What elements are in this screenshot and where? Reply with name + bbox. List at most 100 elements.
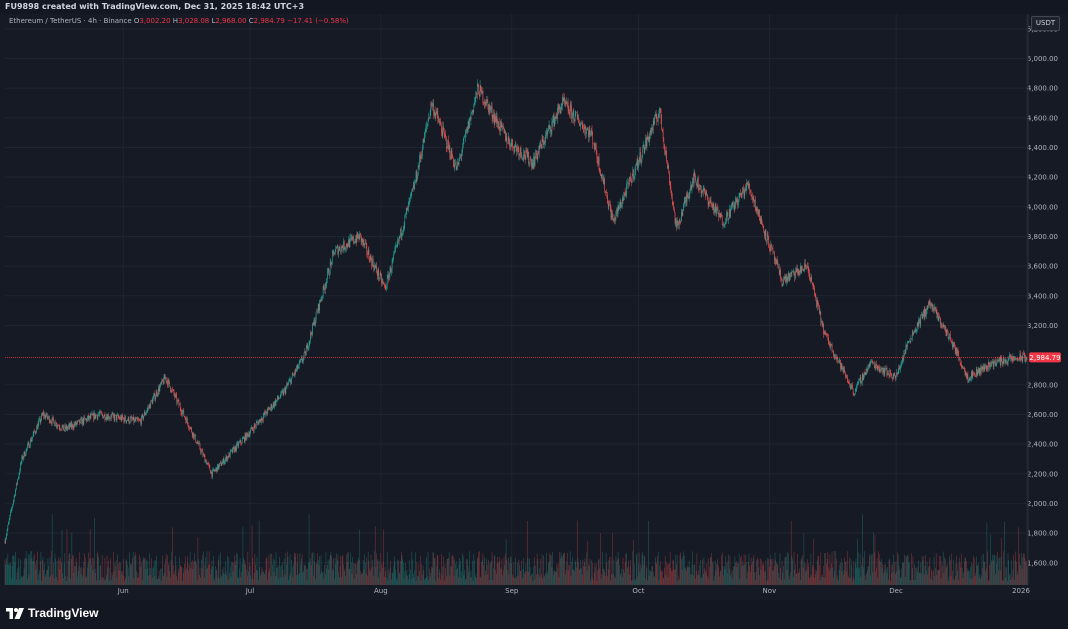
volume-bar xyxy=(850,577,851,585)
volume-bar xyxy=(1021,568,1023,585)
volume-bar xyxy=(394,561,396,585)
volume-bar xyxy=(403,578,405,585)
candle-body xyxy=(179,404,180,406)
candle-body xyxy=(446,147,448,149)
volume-bar xyxy=(836,578,838,585)
candle-body xyxy=(1018,359,1020,360)
volume-bar xyxy=(980,578,981,585)
symbol-legend[interactable]: Ethereum / TetherUS · 4h · Binance O3,00… xyxy=(9,17,349,25)
candle-body xyxy=(530,159,532,160)
candle-body xyxy=(507,137,509,143)
candle-body xyxy=(303,352,305,357)
candle-body xyxy=(125,416,126,421)
volume-bar xyxy=(854,563,856,585)
volume-bar xyxy=(920,562,922,585)
candle-body xyxy=(183,410,185,416)
volume-bar xyxy=(549,552,551,585)
volume-bar xyxy=(516,576,518,585)
candle-body xyxy=(1019,353,1021,360)
volume-bar xyxy=(931,571,933,585)
volume-bar xyxy=(182,568,184,585)
tradingview-logo[interactable]: TradingView xyxy=(6,606,98,620)
volume-bar xyxy=(387,580,389,585)
volume-bar xyxy=(973,558,975,585)
candle-body xyxy=(32,436,33,440)
candle-body xyxy=(729,209,731,217)
volume-bar xyxy=(762,565,763,585)
candle-body xyxy=(92,413,94,416)
volume-bar xyxy=(666,561,667,585)
volume-bar xyxy=(13,555,15,585)
volume-bar xyxy=(40,551,42,585)
volume-bar xyxy=(888,559,890,585)
volume-bar xyxy=(25,557,26,585)
volume-bar xyxy=(260,572,262,585)
volume-bar xyxy=(811,574,812,585)
volume-bar xyxy=(447,559,449,585)
currency-button[interactable]: USDT xyxy=(1031,16,1060,31)
volume-bar xyxy=(861,514,863,585)
candle-body xyxy=(894,373,895,377)
volume-bar xyxy=(1021,552,1022,585)
candle-body xyxy=(925,308,926,316)
time-axis[interactable]: Jun Jul Aug Sep Oct Nov Dec 2026 xyxy=(117,587,1031,595)
candle-body xyxy=(443,126,444,131)
candle-body xyxy=(1016,358,1018,360)
volume-bar xyxy=(135,555,137,585)
candle-body xyxy=(62,424,64,427)
volume-bar xyxy=(342,554,344,585)
candle-body xyxy=(110,417,111,419)
candle-body xyxy=(411,191,413,192)
candle-body xyxy=(269,408,270,410)
candle-body xyxy=(877,366,879,369)
candle-body xyxy=(838,360,839,362)
volume-bar xyxy=(398,573,400,585)
volume-bar xyxy=(514,577,515,585)
candle-body xyxy=(931,304,933,309)
volume-bar xyxy=(281,564,282,585)
candle-body xyxy=(770,244,772,251)
candle-body xyxy=(267,408,268,415)
price-axis[interactable]: 5,200.005,000.004,800.004,600.004,400.00… xyxy=(1027,14,1058,585)
candle-body xyxy=(638,160,639,168)
candle-body xyxy=(99,411,101,414)
candle-body xyxy=(108,415,109,419)
volume-bar xyxy=(543,576,545,585)
candle-body xyxy=(243,437,244,439)
candle-body xyxy=(689,190,691,195)
candle-body xyxy=(667,166,669,168)
volume-bar xyxy=(961,568,963,585)
candle-body xyxy=(402,232,403,234)
candle-body xyxy=(341,246,342,252)
candle-body xyxy=(352,236,354,240)
volume-bar xyxy=(458,564,460,585)
volume-bar xyxy=(129,563,131,585)
candle-body xyxy=(203,454,204,456)
volume-bar xyxy=(644,556,646,585)
volume-bar xyxy=(306,580,308,585)
candle-body xyxy=(862,373,864,381)
volume-bar xyxy=(712,562,713,585)
volume-bar xyxy=(503,570,504,585)
symbol-name[interactable]: Ethereum / TetherUS · 4h · Binance xyxy=(9,17,132,25)
candle-body xyxy=(129,422,130,423)
volume-bar xyxy=(78,565,80,585)
candle-body xyxy=(915,330,917,333)
volume-bar xyxy=(57,580,59,585)
volume-bar xyxy=(23,568,25,585)
volume-bar xyxy=(146,560,148,585)
volume-bar xyxy=(507,570,508,585)
volume-bar xyxy=(838,570,840,585)
candle-body xyxy=(495,116,497,122)
candle-body xyxy=(804,263,805,271)
candle-body xyxy=(880,369,881,371)
candle-body xyxy=(350,237,352,239)
volume-bar xyxy=(755,579,756,585)
volume-bar xyxy=(540,559,541,585)
candle-body xyxy=(186,418,188,423)
volume-bar xyxy=(315,578,316,585)
candle-body xyxy=(831,343,832,345)
candle-body xyxy=(738,193,740,200)
volume-bar xyxy=(987,580,989,585)
